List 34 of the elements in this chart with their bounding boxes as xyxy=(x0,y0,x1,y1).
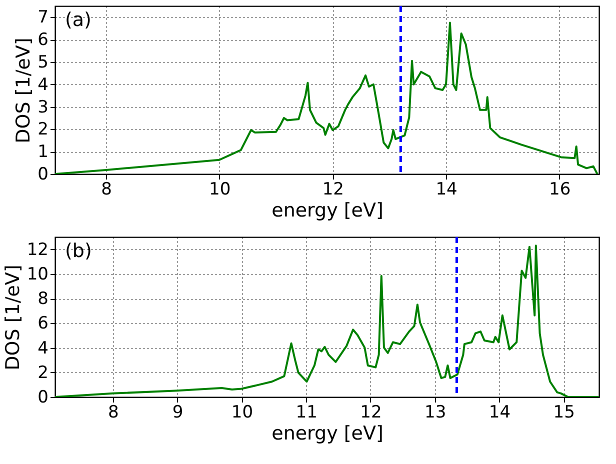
x-tick-label: 16 xyxy=(549,180,571,200)
x-tick-label: 12 xyxy=(322,180,344,200)
x-tick-label: 14 xyxy=(436,180,458,200)
x-tick-label: 11 xyxy=(296,402,318,422)
y-axis-title: DOS [1/eV] xyxy=(2,264,24,370)
x-tick-label: 14 xyxy=(488,402,511,422)
x-tick-label: 8 xyxy=(108,402,119,422)
y-tick-label: 7 xyxy=(38,8,48,28)
x-tick-label: 8 xyxy=(101,180,112,200)
x-axis-title: energy [eV] xyxy=(272,422,384,444)
x-tick-label: 13 xyxy=(424,402,446,422)
y-tick-label: 1 xyxy=(38,142,48,162)
x-tick-label: 10 xyxy=(231,402,254,422)
y-tick-label: 10 xyxy=(26,264,48,284)
y-tick-label: 6 xyxy=(38,30,48,50)
annotation: (b) xyxy=(65,240,92,262)
y-tick-label: 8 xyxy=(38,289,48,310)
y-tick-label: 3 xyxy=(38,97,48,118)
x-tick-label: 15 xyxy=(553,402,575,422)
x-tick-label: 9 xyxy=(172,402,184,422)
y-tick-label: 4 xyxy=(38,74,48,95)
annotation: (a) xyxy=(65,9,92,31)
x-tick-label: 12 xyxy=(360,402,382,422)
y-axis-title: DOS [1/eV] xyxy=(12,38,35,144)
y-tick-label: 12 xyxy=(26,240,48,260)
x-axis-title: energy [eV] xyxy=(272,200,384,222)
y-tick-label: 6 xyxy=(38,314,48,334)
y-tick-label: 2 xyxy=(38,362,48,383)
y-tick-label: 4 xyxy=(38,338,48,358)
y-tick-label: 2 xyxy=(38,120,48,140)
x-tick-label: 10 xyxy=(209,180,231,200)
y-tick-label: 0 xyxy=(38,388,48,408)
y-tick-label: 0 xyxy=(38,164,48,184)
y-tick-label: 5 xyxy=(38,52,48,72)
